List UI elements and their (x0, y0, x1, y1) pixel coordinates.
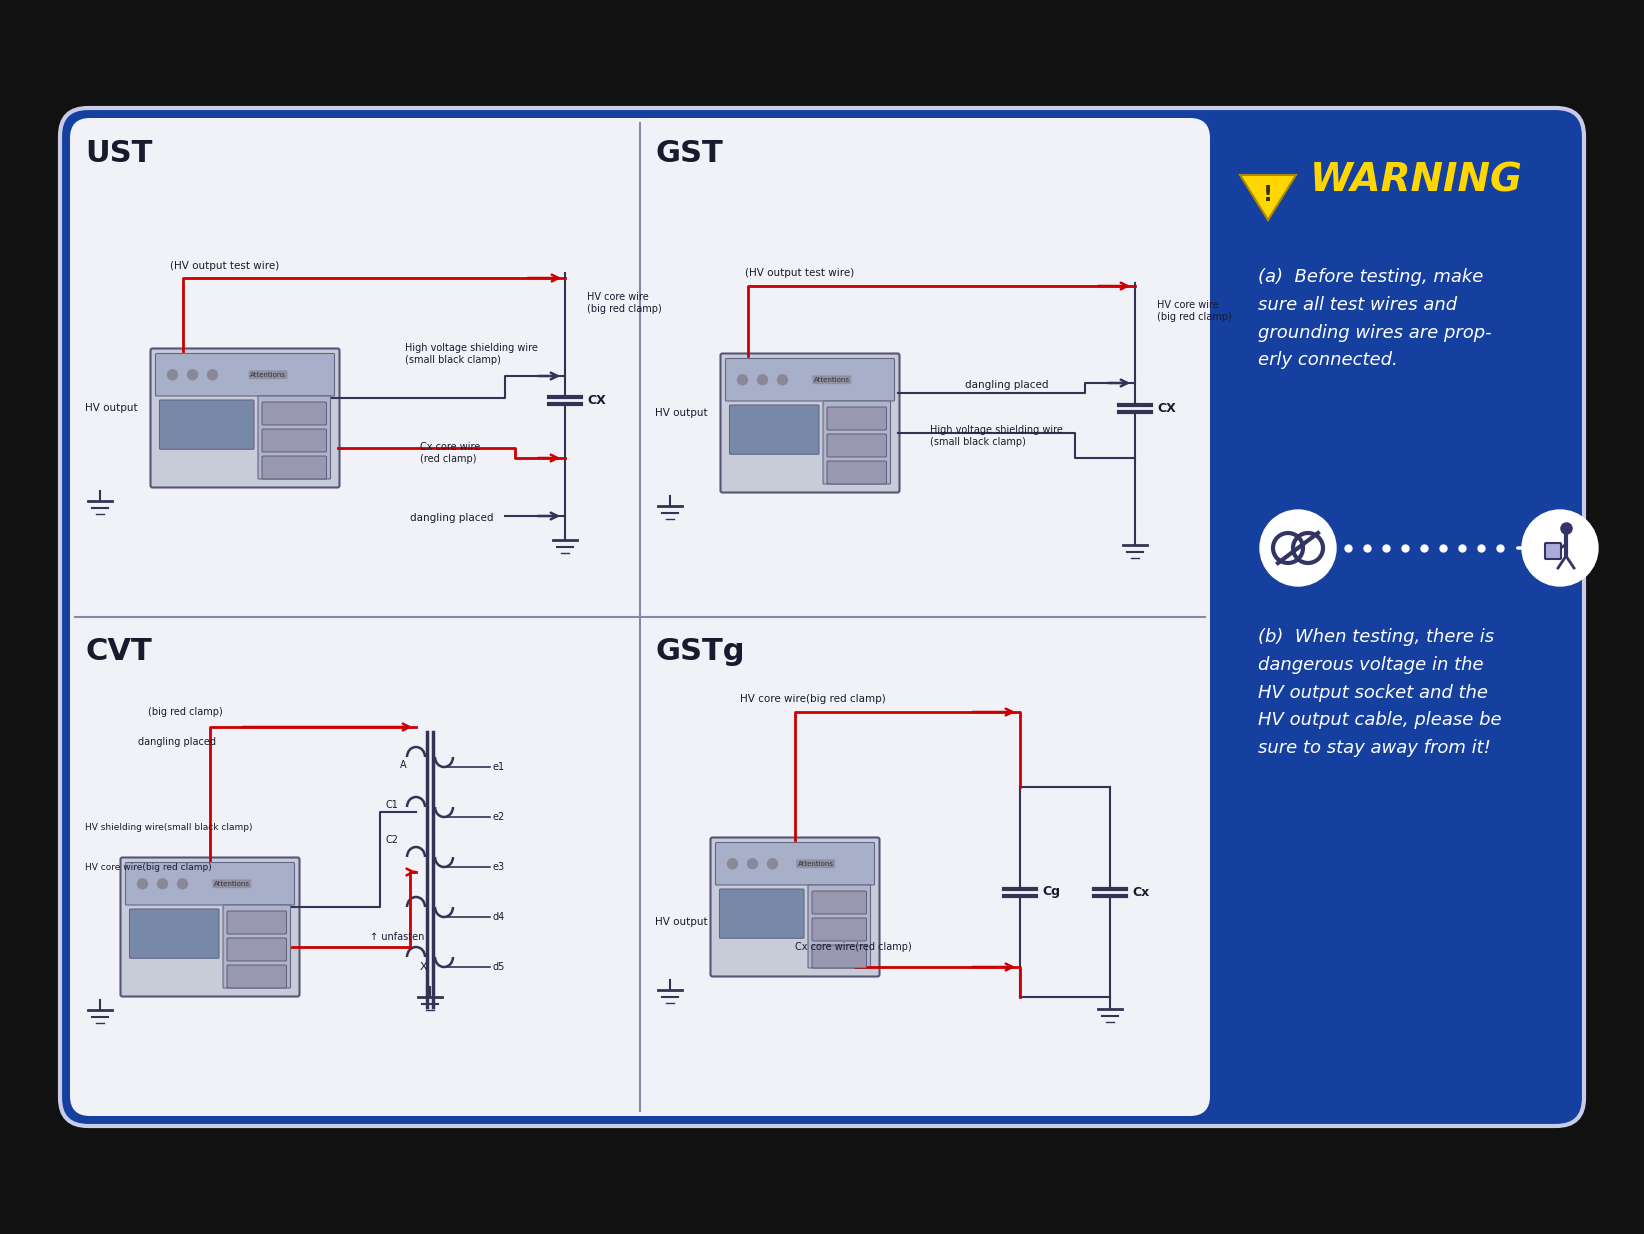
Text: HV core wire
(big red clamp): HV core wire (big red clamp) (587, 292, 663, 313)
FancyBboxPatch shape (227, 965, 286, 988)
Text: GST: GST (654, 138, 723, 168)
Circle shape (738, 375, 748, 385)
FancyBboxPatch shape (261, 402, 327, 424)
Text: e2: e2 (492, 812, 505, 822)
FancyBboxPatch shape (59, 109, 1585, 1125)
FancyBboxPatch shape (261, 429, 327, 452)
FancyBboxPatch shape (227, 911, 286, 934)
Text: d4: d4 (492, 912, 505, 922)
FancyBboxPatch shape (710, 838, 880, 976)
FancyBboxPatch shape (720, 353, 899, 492)
Polygon shape (1240, 175, 1295, 220)
FancyBboxPatch shape (258, 396, 330, 479)
Text: C2: C2 (385, 835, 398, 845)
FancyBboxPatch shape (261, 457, 327, 479)
Text: HV core wire(big red clamp): HV core wire(big red clamp) (85, 863, 212, 871)
Text: High voltage shielding wire
(small black clamp): High voltage shielding wire (small black… (404, 343, 538, 365)
Text: !: ! (1263, 185, 1272, 205)
Text: Attentions: Attentions (797, 861, 834, 866)
Circle shape (728, 859, 738, 869)
FancyBboxPatch shape (807, 885, 871, 967)
FancyBboxPatch shape (827, 434, 886, 457)
FancyBboxPatch shape (824, 401, 891, 484)
Text: Attentions: Attentions (214, 881, 250, 887)
FancyBboxPatch shape (156, 353, 334, 396)
Text: (big red clamp): (big red clamp) (148, 707, 222, 717)
Circle shape (1522, 510, 1598, 586)
FancyBboxPatch shape (1545, 543, 1562, 559)
Circle shape (187, 370, 197, 380)
FancyBboxPatch shape (730, 405, 819, 454)
Text: e1: e1 (492, 763, 505, 772)
Text: Cg: Cg (1042, 886, 1060, 898)
Circle shape (778, 375, 787, 385)
FancyBboxPatch shape (130, 909, 219, 959)
Text: UST: UST (85, 138, 153, 168)
Text: Attentions: Attentions (250, 371, 286, 378)
Text: HV output: HV output (654, 408, 707, 418)
Text: CVT: CVT (85, 638, 151, 666)
FancyBboxPatch shape (812, 891, 866, 914)
Text: e3: e3 (492, 863, 505, 872)
Text: (HV output test wire): (HV output test wire) (745, 268, 855, 278)
Circle shape (768, 859, 778, 869)
Circle shape (138, 879, 148, 888)
FancyBboxPatch shape (224, 905, 291, 988)
Text: d5: d5 (492, 963, 505, 972)
Text: HV output: HV output (85, 404, 138, 413)
Text: Attentions: Attentions (814, 376, 850, 383)
FancyBboxPatch shape (71, 118, 1210, 1116)
Text: Cx core wire(red clamp): Cx core wire(red clamp) (796, 942, 912, 951)
FancyBboxPatch shape (827, 407, 886, 429)
Text: (a)  Before testing, make
sure all test wires and
grounding wires are prop-
erly: (a) Before testing, make sure all test w… (1258, 268, 1491, 369)
Text: HV output: HV output (654, 917, 707, 927)
Text: Cx core wire
(red clamp): Cx core wire (red clamp) (419, 442, 480, 464)
Circle shape (158, 879, 168, 888)
Text: ↑ unfasten: ↑ unfasten (370, 932, 424, 942)
FancyBboxPatch shape (120, 858, 299, 997)
FancyBboxPatch shape (725, 359, 894, 401)
Circle shape (758, 375, 768, 385)
Circle shape (748, 859, 758, 869)
FancyBboxPatch shape (125, 863, 294, 905)
Text: Cx: Cx (1133, 886, 1149, 898)
Text: HV core wire(big red clamp): HV core wire(big red clamp) (740, 694, 886, 705)
Circle shape (168, 370, 178, 380)
FancyBboxPatch shape (151, 348, 340, 487)
Text: dangling placed: dangling placed (138, 737, 215, 747)
FancyBboxPatch shape (159, 400, 255, 449)
Text: CX: CX (587, 394, 605, 407)
Text: HV core wire
(big red clamp): HV core wire (big red clamp) (1157, 300, 1231, 322)
Text: (HV output test wire): (HV output test wire) (171, 262, 279, 271)
FancyBboxPatch shape (812, 918, 866, 942)
Circle shape (178, 879, 187, 888)
Text: dangling placed: dangling placed (965, 380, 1049, 390)
Text: C1: C1 (385, 800, 398, 810)
Circle shape (1259, 510, 1337, 586)
Text: WARNING: WARNING (1310, 160, 1522, 199)
Text: HV shielding wire(small black clamp): HV shielding wire(small black clamp) (85, 823, 253, 832)
Text: A: A (399, 760, 406, 770)
Text: CX: CX (1157, 401, 1175, 415)
Text: X: X (419, 963, 427, 972)
Text: GSTg: GSTg (654, 638, 745, 666)
Text: High voltage shielding wire
(small black clamp): High voltage shielding wire (small black… (931, 426, 1064, 447)
Circle shape (207, 370, 217, 380)
Text: dangling placed: dangling placed (409, 513, 493, 523)
FancyBboxPatch shape (720, 888, 804, 938)
FancyBboxPatch shape (227, 938, 286, 961)
Text: (b)  When testing, there is
dangerous voltage in the
HV output socket and the
HV: (b) When testing, there is dangerous vol… (1258, 628, 1501, 758)
FancyBboxPatch shape (827, 462, 886, 484)
FancyBboxPatch shape (812, 945, 866, 967)
FancyBboxPatch shape (715, 843, 875, 885)
